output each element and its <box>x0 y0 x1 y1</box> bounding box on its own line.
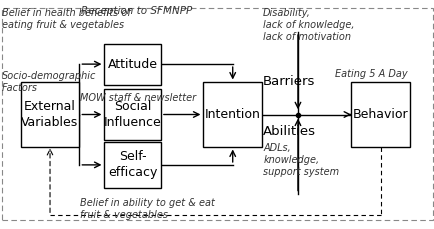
Text: Attitude: Attitude <box>108 58 157 71</box>
Bar <box>21 82 79 147</box>
Bar <box>203 82 261 147</box>
Text: Reception to SFMNPP: Reception to SFMNPP <box>81 6 192 16</box>
Text: Behavior: Behavior <box>352 108 408 121</box>
Text: Disability,
lack of knowledge,
lack of motivation: Disability, lack of knowledge, lack of m… <box>263 8 354 42</box>
Text: Belief in health benefits of
eating fruit & vegetables: Belief in health benefits of eating frui… <box>2 8 131 30</box>
Bar <box>104 44 161 85</box>
Text: Barriers: Barriers <box>263 75 315 88</box>
Text: Socio-demographic
Factors: Socio-demographic Factors <box>2 71 96 93</box>
Text: ADLs,
knowledge,
support system: ADLs, knowledge, support system <box>263 143 339 177</box>
Text: Self-
efficacy: Self- efficacy <box>108 150 157 179</box>
Text: Eating 5 A Day: Eating 5 A Day <box>334 69 407 79</box>
Text: Belief in ability to get & eat
fruit & vegetables: Belief in ability to get & eat fruit & v… <box>80 198 215 220</box>
Bar <box>104 89 161 140</box>
Text: Social
Influence: Social Influence <box>104 100 161 129</box>
Bar <box>104 142 161 188</box>
Bar <box>351 82 409 147</box>
Text: Abilities: Abilities <box>263 125 316 138</box>
Text: Intention: Intention <box>204 108 260 121</box>
Text: External
Variables: External Variables <box>21 100 79 129</box>
Text: MOW staff & newsletter: MOW staff & newsletter <box>80 93 196 103</box>
